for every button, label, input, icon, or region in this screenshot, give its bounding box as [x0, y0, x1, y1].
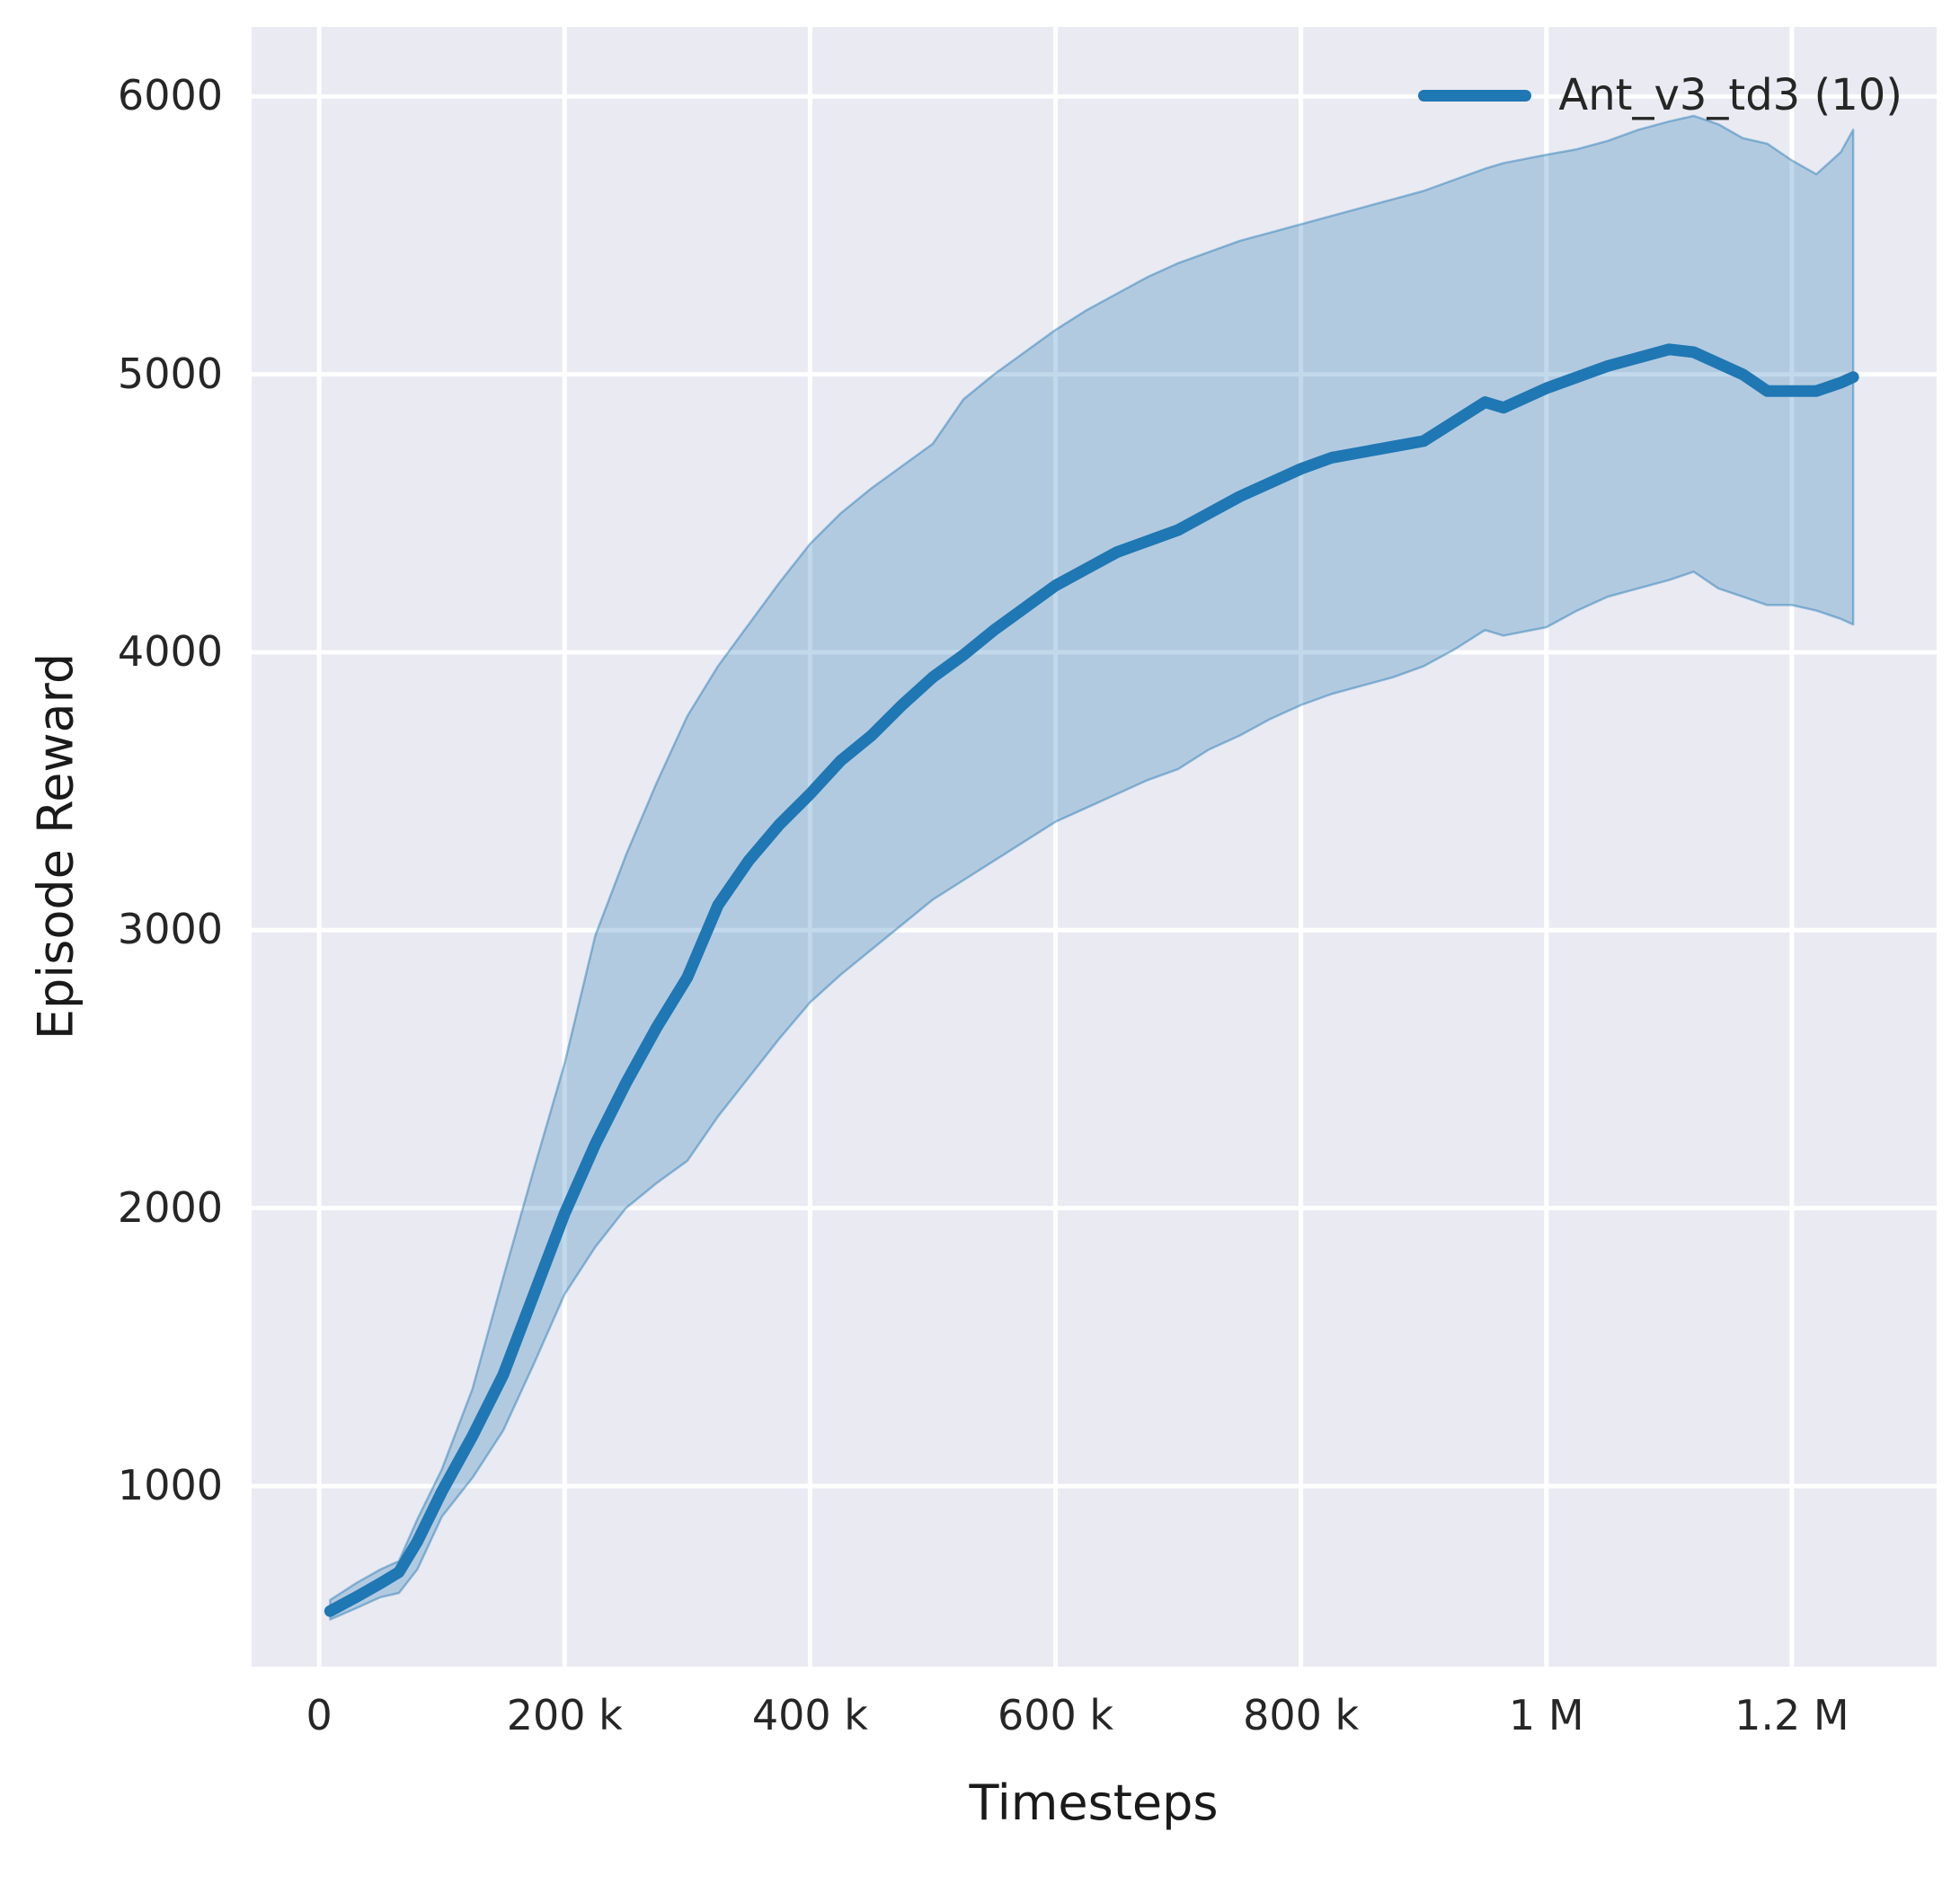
y-tick-label: 4000	[117, 626, 223, 676]
legend-line-swatch	[1418, 89, 1532, 102]
plot-area: Ant_v3_td3 (10)	[252, 27, 1937, 1667]
x-tick-label: 200 k	[506, 1691, 623, 1739]
confidence-band	[329, 114, 1855, 1621]
y-tick-label: 3000	[117, 905, 223, 954]
y-axis-label: Episode Reward	[27, 652, 84, 1040]
x-tick-label: 0	[306, 1691, 333, 1739]
x-tick-label: 400 k	[751, 1691, 868, 1739]
x-axis-label: Timesteps	[969, 1774, 1219, 1831]
mean-line	[324, 343, 1859, 1617]
x-tick-label: 1.2 M	[1734, 1691, 1849, 1739]
chart-canvas	[252, 27, 1937, 1667]
y-tick-label: 6000	[117, 71, 223, 120]
legend-label: Ant_v3_td3 (10)	[1558, 70, 1902, 120]
x-tick-label: 600 k	[997, 1691, 1113, 1739]
x-tick-label: 1 M	[1508, 1691, 1584, 1739]
y-tick-label: 2000	[117, 1182, 223, 1232]
x-tick-label: 800 k	[1243, 1691, 1360, 1739]
y-tick-label: 1000	[117, 1460, 223, 1509]
y-tick-label: 5000	[117, 349, 223, 398]
legend: Ant_v3_td3 (10)	[1409, 65, 1911, 126]
